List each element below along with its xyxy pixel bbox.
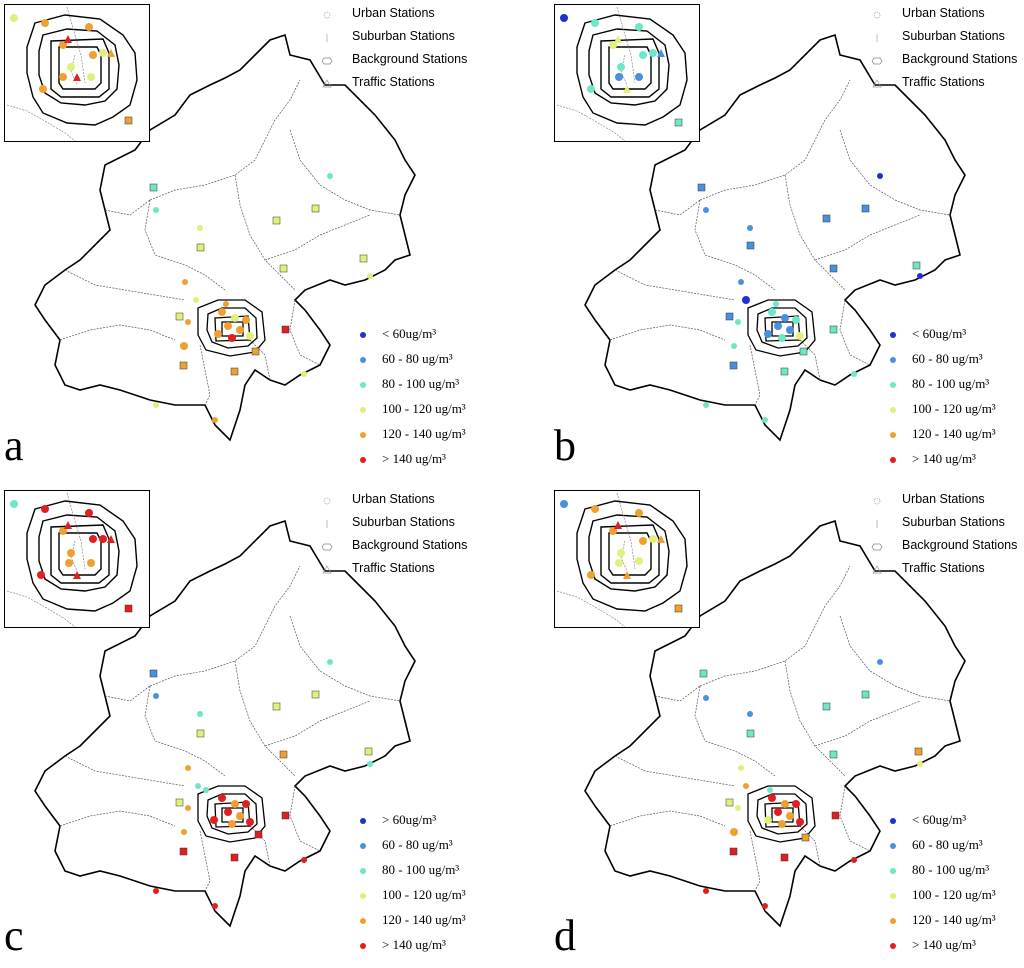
hexagon-outline-icon [321, 57, 333, 65]
panel-letter: d [554, 911, 576, 960]
map-panel-a: Urban Stations Suburban Stations Backgro… [0, 0, 512, 482]
inset-map-a [4, 4, 150, 142]
legend-range-label: > 140 ug/m³ [912, 451, 976, 466]
legend-label: Urban Stations [352, 6, 435, 20]
legend-range-label: > 140 ug/m³ [382, 937, 446, 952]
legend-label: Background Stations [902, 52, 1018, 66]
station-markers-b [697, 173, 923, 423]
vertical-tick-icon [326, 34, 328, 42]
inset-map-b [554, 4, 700, 142]
legend-range-label: 120 - 140 ug/m³ [912, 912, 996, 927]
legend-range-label: > 140 ug/m³ [382, 451, 446, 466]
inset-map-svg-c [6, 492, 138, 628]
beijing-map-c [34, 520, 416, 927]
legend-range-label: 60 - 80 ug/m³ [382, 837, 453, 852]
legend-range-label: 120 - 140 ug/m³ [912, 426, 996, 441]
legend-label: Urban Stations [902, 492, 985, 506]
legend-label: Traffic Stations [352, 75, 435, 89]
legend-range-label: 60 - 80 ug/m³ [912, 837, 983, 852]
legend-label: Background Stations [352, 52, 468, 66]
legend-range-label: > 60ug/m³ [382, 812, 437, 827]
legend-range-label: 60 - 80 ug/m³ [912, 351, 983, 366]
hexagon-outline-icon [871, 57, 883, 65]
legend-range-label: 80 - 100 ug/m³ [912, 862, 990, 877]
inset-map-c [4, 490, 150, 628]
hexagon-outline-icon [871, 543, 883, 551]
station-type-legend-a: Urban Stations Suburban Stations Backgro… [320, 6, 510, 98]
legend-range-label: 100 - 120 ug/m³ [382, 887, 466, 902]
inset-map-svg-a [6, 6, 138, 142]
panel-letter: a [4, 421, 24, 470]
concentration-legend-a: < 60ug/m³ 60 - 80 ug/m³ 80 - 100 ug/m³ 1… [356, 326, 512, 474]
triangle-outline-icon [872, 79, 882, 88]
inset-map-svg-d [556, 492, 688, 628]
legend-range-label: < 60ug/m³ [912, 326, 967, 341]
vertical-tick-icon [876, 520, 878, 528]
station-type-legend-d: Urban Stations Suburban Stations Backgro… [870, 492, 1024, 584]
panel-letter: b [554, 421, 576, 470]
beijing-map-a [34, 34, 416, 441]
legend-range-label: 80 - 100 ug/m³ [912, 376, 990, 391]
legend-label: Suburban Stations [352, 515, 455, 529]
concentration-legend-d: < 60ug/m³ 60 - 80 ug/m³ 80 - 100 ug/m³ 1… [886, 812, 1024, 960]
legend-label: Background Stations [902, 538, 1018, 552]
legend-range-label: > 140 ug/m³ [912, 937, 976, 952]
legend-label: Suburban Stations [352, 29, 455, 43]
inset-map-d [554, 490, 700, 628]
map-panel-b: Urban Stations Suburban Stations Backgro… [550, 0, 1024, 482]
legend-range-label: 80 - 100 ug/m³ [382, 862, 460, 877]
triangle-outline-icon [322, 79, 332, 88]
triangle-outline-icon [322, 565, 332, 574]
legend-range-label: < 60ug/m³ [382, 326, 437, 341]
legend-range-label: 100 - 120 ug/m³ [382, 401, 466, 416]
legend-label: Traffic Stations [902, 561, 985, 575]
legend-range-label: < 60ug/m³ [912, 812, 967, 827]
legend-range-label: 100 - 120 ug/m³ [912, 887, 996, 902]
concentration-legend-b: < 60ug/m³ 60 - 80 ug/m³ 80 - 100 ug/m³ 1… [886, 326, 1024, 474]
station-type-legend-c: Urban Stations Suburban Stations Backgro… [320, 492, 510, 584]
triangle-outline-icon [872, 565, 882, 574]
circle-outline-icon [873, 11, 881, 19]
circle-outline-icon [873, 497, 881, 505]
legend-range-label: 120 - 140 ug/m³ [382, 912, 466, 927]
station-markers-a [149, 173, 373, 423]
legend-label: Urban Stations [352, 492, 435, 506]
legend-range-label: 80 - 100 ug/m³ [382, 376, 460, 391]
map-panel-d: Urban Stations Suburban Stations Backgro… [550, 486, 1024, 968]
panel-letter: c [4, 911, 24, 960]
inset-map-svg-b [556, 6, 688, 142]
legend-label: Suburban Stations [902, 29, 1005, 43]
legend-range-label: 100 - 120 ug/m³ [912, 401, 996, 416]
vertical-tick-icon [326, 520, 328, 528]
legend-label: Traffic Stations [352, 561, 435, 575]
legend-label: Urban Stations [902, 6, 985, 20]
hexagon-outline-icon [321, 543, 333, 551]
legend-range-label: 120 - 140 ug/m³ [382, 426, 466, 441]
legend-label: Background Stations [352, 538, 468, 552]
station-markers-c [149, 659, 373, 909]
map-panel-c: Urban Stations Suburban Stations Backgro… [0, 486, 512, 968]
beijing-map-b [584, 34, 966, 441]
legend-label: Traffic Stations [902, 75, 985, 89]
concentration-legend-c: > 60ug/m³ 60 - 80 ug/m³ 80 - 100 ug/m³ 1… [356, 812, 512, 960]
legend-label: Suburban Stations [902, 515, 1005, 529]
legend-range-label: 60 - 80 ug/m³ [382, 351, 453, 366]
circle-outline-icon [323, 11, 331, 19]
circle-outline-icon [323, 497, 331, 505]
station-markers-d [699, 659, 923, 909]
vertical-tick-icon [876, 34, 878, 42]
station-type-legend-b: Urban Stations Suburban Stations Backgro… [870, 6, 1024, 98]
beijing-map-d [584, 520, 966, 927]
